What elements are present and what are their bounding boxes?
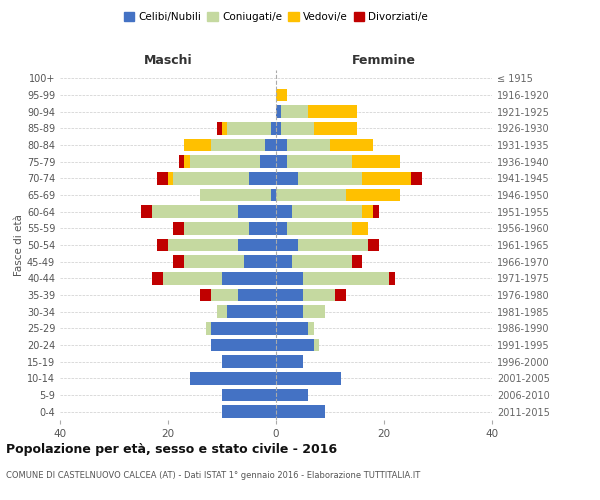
Bar [287, 222, 352, 234]
Bar [373, 206, 379, 218]
Legend: Celibi/Nubili, Coniugati/e, Vedovi/e, Divorziati/e: Celibi/Nubili, Coniugati/e, Vedovi/e, Di… [119, 8, 433, 26]
Bar [157, 172, 168, 184]
Bar [152, 206, 238, 218]
Text: COMUNE DI CASTELNUOVO CALCEA (AT) - Dati ISTAT 1° gennaio 2016 - Elaborazione TU: COMUNE DI CASTELNUOVO CALCEA (AT) - Dati… [6, 471, 420, 480]
Bar [200, 289, 211, 301]
Bar [190, 372, 276, 384]
Bar [179, 156, 184, 168]
Text: Maschi: Maschi [143, 54, 193, 66]
Text: Popolazione per età, sesso e stato civile - 2016: Popolazione per età, sesso e stato civil… [6, 442, 337, 456]
Bar [184, 256, 244, 268]
Bar [276, 339, 314, 351]
Bar [276, 272, 303, 284]
Bar [190, 156, 260, 168]
Bar [244, 256, 276, 268]
Bar [157, 239, 168, 251]
Bar [276, 372, 341, 384]
Bar [217, 122, 222, 134]
Bar [276, 239, 298, 251]
Bar [276, 306, 303, 318]
Bar [217, 306, 227, 318]
Bar [287, 156, 352, 168]
Bar [222, 122, 227, 134]
Bar [211, 138, 265, 151]
Bar [368, 239, 379, 251]
Bar [271, 188, 276, 201]
Bar [276, 256, 292, 268]
Bar [298, 239, 368, 251]
Bar [389, 272, 395, 284]
Bar [271, 122, 276, 134]
Bar [227, 306, 276, 318]
Bar [260, 156, 276, 168]
Bar [173, 256, 184, 268]
Bar [152, 272, 163, 284]
Bar [308, 106, 357, 118]
Bar [276, 172, 298, 184]
Y-axis label: Fasce di età: Fasce di età [14, 214, 24, 276]
Bar [281, 122, 314, 134]
Bar [352, 256, 362, 268]
Bar [276, 289, 303, 301]
Bar [292, 256, 352, 268]
Bar [173, 222, 184, 234]
Bar [303, 289, 335, 301]
Bar [352, 222, 368, 234]
Bar [314, 122, 357, 134]
Bar [222, 356, 276, 368]
Bar [303, 306, 325, 318]
Bar [184, 222, 249, 234]
Bar [211, 289, 238, 301]
Bar [330, 138, 373, 151]
Bar [249, 172, 276, 184]
Bar [298, 172, 362, 184]
Bar [222, 406, 276, 418]
Bar [238, 206, 276, 218]
Text: Femmine: Femmine [352, 54, 416, 66]
Bar [276, 156, 287, 168]
Bar [314, 339, 319, 351]
Bar [335, 289, 346, 301]
Bar [227, 122, 271, 134]
Bar [411, 172, 422, 184]
Bar [238, 239, 276, 251]
Bar [276, 106, 281, 118]
Bar [211, 322, 276, 334]
Bar [346, 188, 400, 201]
Bar [352, 156, 400, 168]
Bar [238, 289, 276, 301]
Bar [173, 172, 249, 184]
Bar [206, 322, 211, 334]
Bar [276, 122, 281, 134]
Bar [276, 206, 292, 218]
Bar [249, 222, 276, 234]
Bar [292, 206, 362, 218]
Bar [200, 188, 271, 201]
Bar [281, 106, 308, 118]
Bar [308, 322, 314, 334]
Bar [184, 138, 211, 151]
Bar [276, 222, 287, 234]
Bar [168, 239, 238, 251]
Bar [276, 89, 287, 101]
Bar [362, 172, 411, 184]
Bar [276, 356, 303, 368]
Bar [184, 156, 190, 168]
Bar [211, 339, 276, 351]
Bar [141, 206, 152, 218]
Bar [276, 406, 325, 418]
Bar [287, 138, 330, 151]
Bar [362, 206, 373, 218]
Bar [222, 272, 276, 284]
Bar [276, 322, 308, 334]
Bar [276, 389, 308, 401]
Bar [276, 188, 346, 201]
Bar [222, 389, 276, 401]
Bar [265, 138, 276, 151]
Bar [163, 272, 222, 284]
Bar [276, 138, 287, 151]
Bar [168, 172, 173, 184]
Bar [303, 272, 389, 284]
